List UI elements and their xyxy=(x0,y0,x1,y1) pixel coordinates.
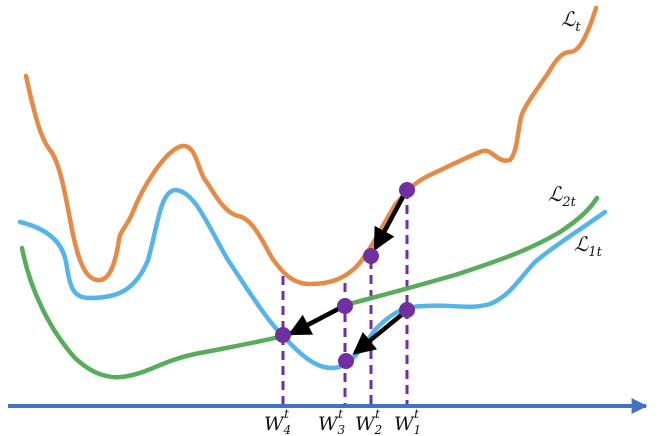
label-loss-2t-sub: 2t xyxy=(561,195,576,210)
label-w1: W1 t xyxy=(394,407,421,436)
label-w2: W2 t xyxy=(355,407,382,436)
point-w2-on-lt xyxy=(363,248,379,264)
label-w4-sub: 4 xyxy=(283,423,292,436)
label-loss-1t-sub: 1t xyxy=(588,245,602,260)
label-loss-t-symbol: ℒ xyxy=(561,7,576,31)
label-w3-sup: t xyxy=(338,407,343,421)
point-w3-on-l2t xyxy=(337,298,353,314)
weight-points xyxy=(275,182,415,369)
update-arrows xyxy=(288,190,408,355)
loss-t-curve xyxy=(23,5,599,287)
point-w1-on-l1t xyxy=(399,302,415,318)
label-loss-1t-symbol: ℒ xyxy=(574,232,589,256)
label-w1-sup: t xyxy=(414,407,419,421)
label-loss-t-sub: t xyxy=(575,20,581,35)
label-loss-2t-symbol: ℒ xyxy=(548,182,563,206)
arrow-lt-step xyxy=(373,190,408,251)
label-loss-1t: ℒ1t xyxy=(574,232,603,260)
label-w2-sub: 2 xyxy=(374,423,383,436)
label-w4-sup: t xyxy=(284,407,289,421)
point-w1-on-lt xyxy=(399,182,415,198)
label-w4-symbol: W xyxy=(264,413,285,435)
point-w3-on-l1t xyxy=(338,353,354,369)
label-w3-symbol: W xyxy=(318,413,339,435)
label-w2-sup: t xyxy=(375,407,380,421)
label-w3: W3 t xyxy=(318,407,346,436)
label-w4: W4 t xyxy=(264,407,291,436)
point-w4-on-l2t xyxy=(275,327,291,343)
arrow-l1t-step xyxy=(352,309,408,355)
label-loss-t: ℒt xyxy=(561,7,581,35)
label-w3-sub: 3 xyxy=(338,423,346,436)
label-loss-2t: ℒ2t xyxy=(548,182,577,210)
label-w2-symbol: W xyxy=(355,413,376,435)
label-w1-symbol: W xyxy=(394,413,415,435)
label-w1-sub: 1 xyxy=(414,423,422,436)
arrow-l2t-step xyxy=(288,304,345,336)
loss-1t-curve xyxy=(17,187,608,371)
